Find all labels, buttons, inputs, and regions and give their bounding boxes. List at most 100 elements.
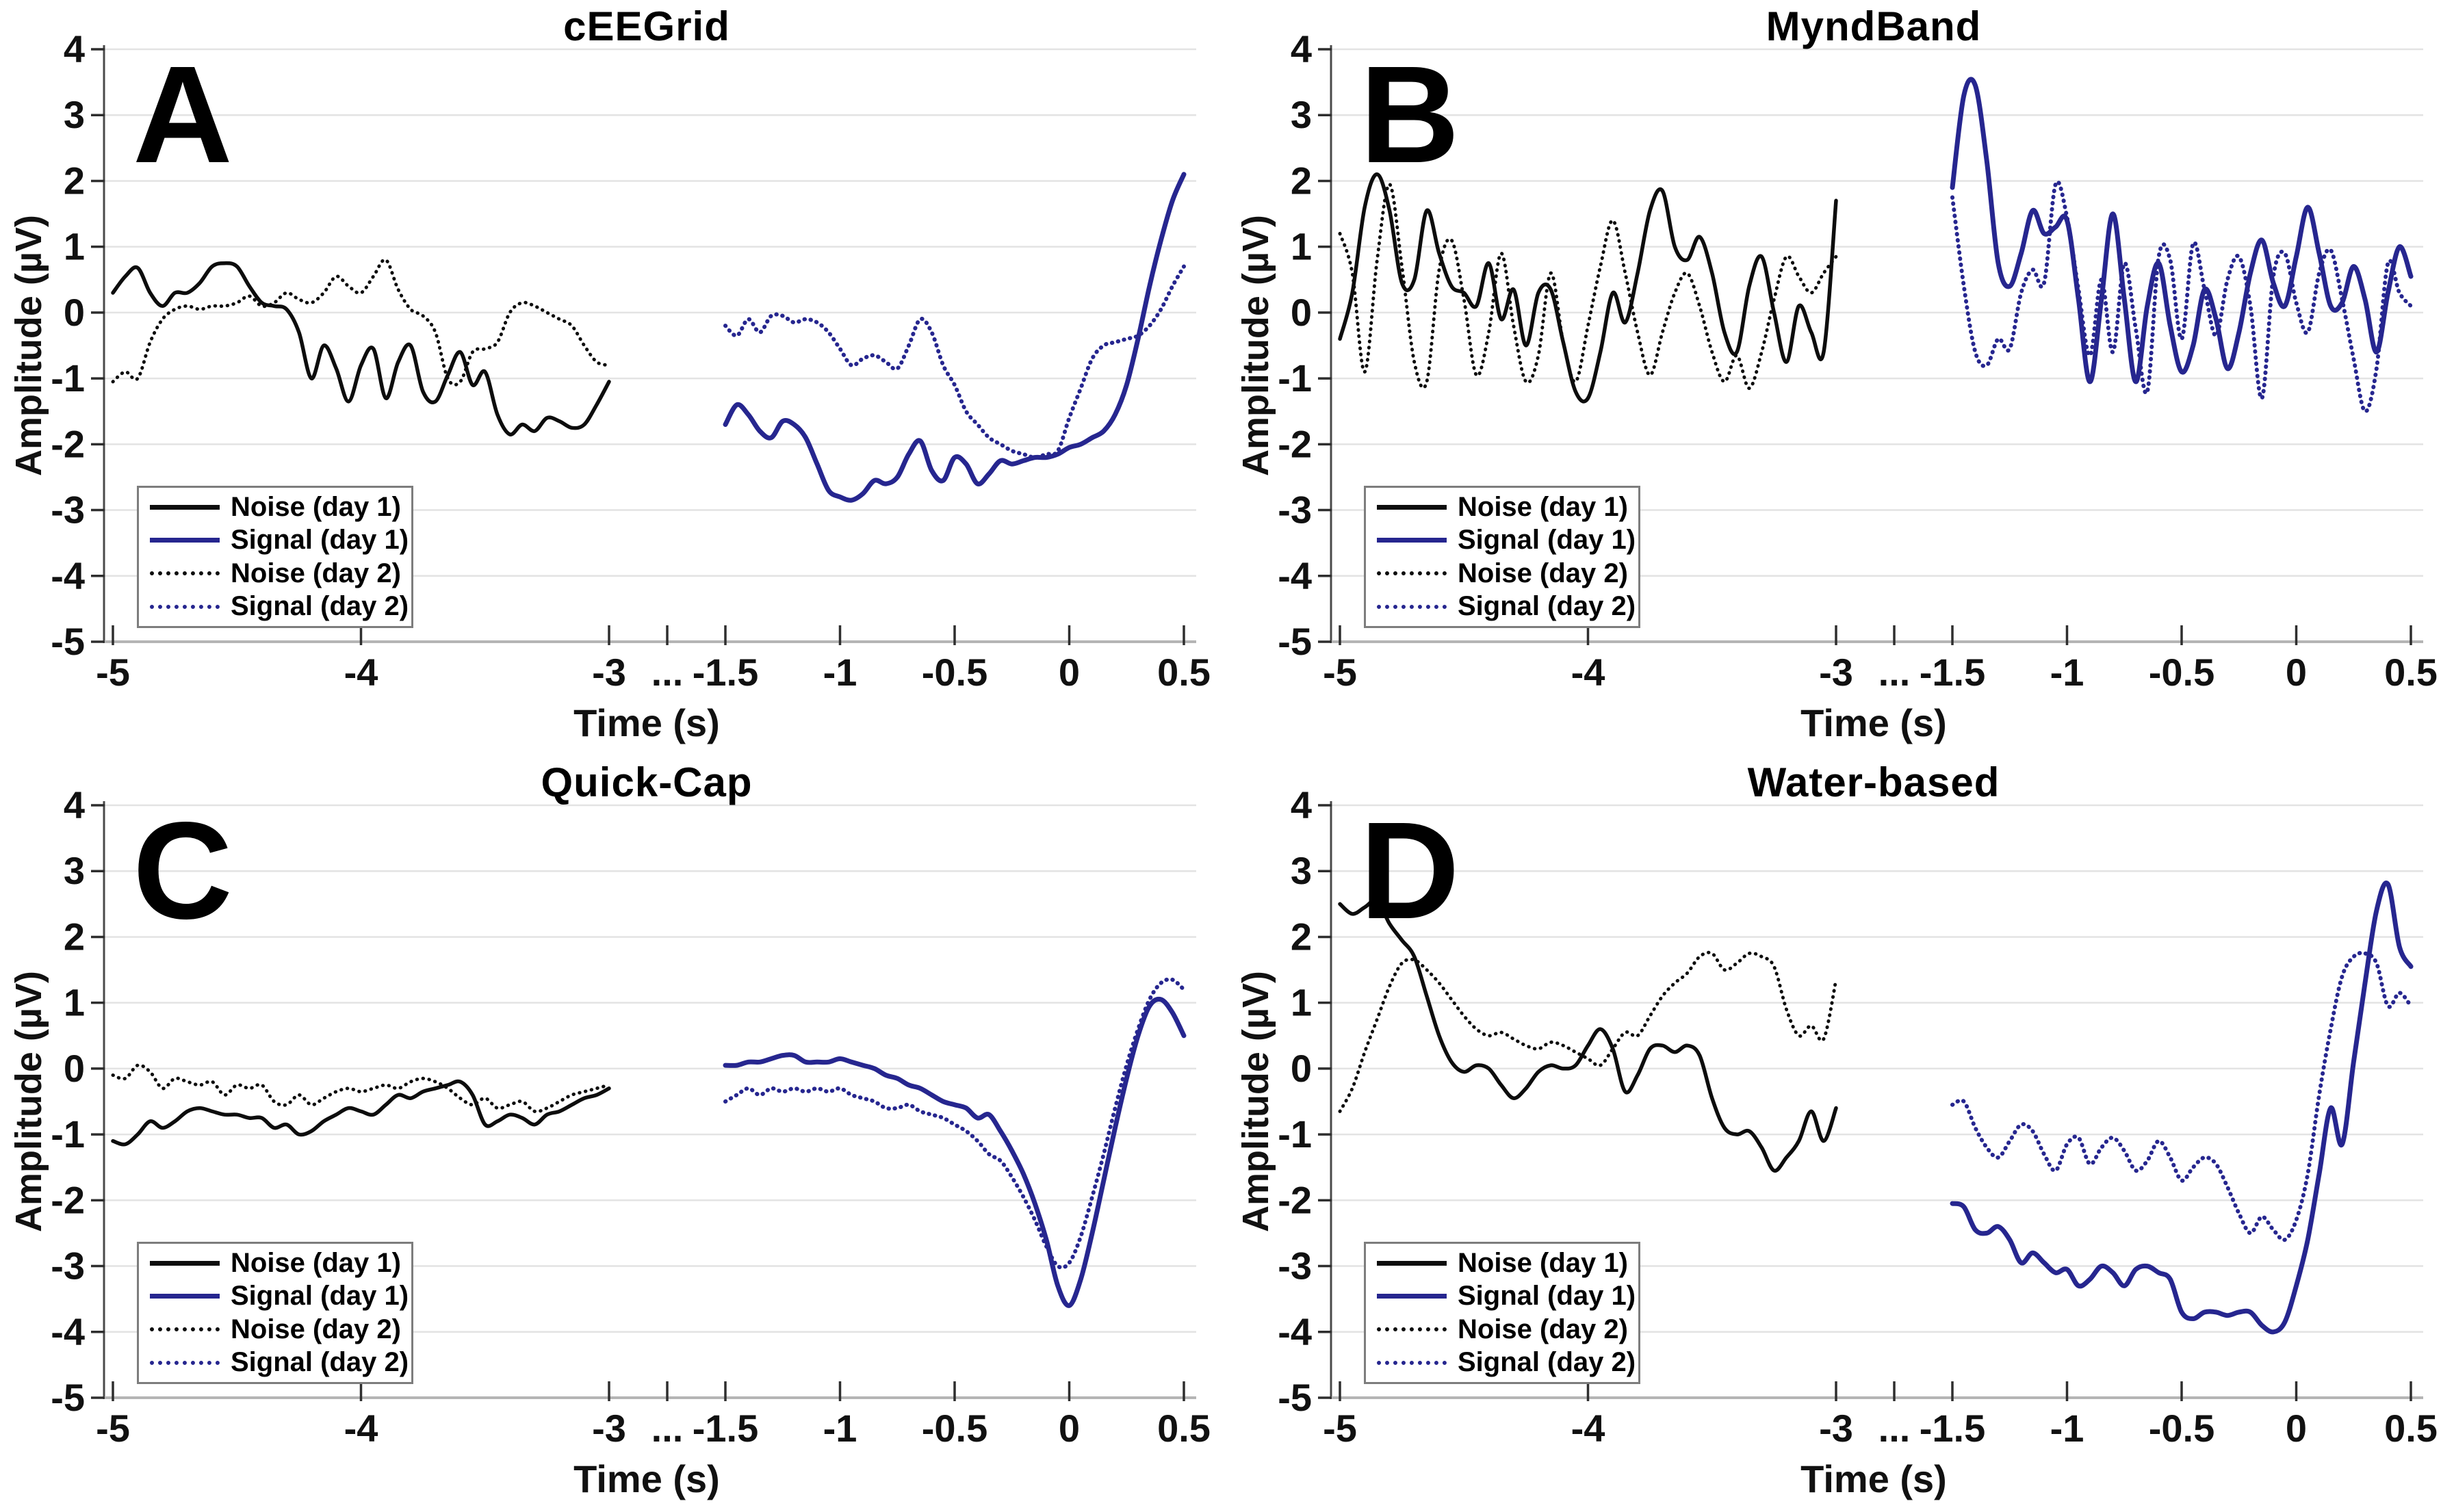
legend-item: Noise (day 2): [1366, 558, 1638, 588]
legend-label: Noise (day 1): [231, 1247, 401, 1278]
x-tick-label: -1: [823, 651, 857, 694]
x-tick-label: -4: [1571, 1407, 1605, 1450]
x-tick-label: 0.5: [1157, 651, 1211, 694]
y-tick-label: -2: [51, 422, 85, 465]
x-tick-label: -3: [592, 1407, 626, 1450]
noise-day-2--line: [111, 258, 611, 387]
legend-line-sample-blue-dotted: [1377, 1360, 1447, 1365]
legend-item: Signal (day 2): [1366, 1347, 1638, 1378]
noise-day-1--line: [111, 261, 611, 436]
x-tick-label: -0.5: [922, 1407, 988, 1450]
y-tick-label: -2: [1278, 1178, 1312, 1221]
legend-label: Noise (day 1): [1458, 491, 1628, 522]
legend-item: Signal (day 2): [139, 591, 411, 622]
y-tick-label: -1: [51, 356, 85, 400]
legend-line-sample-black-solid: [1377, 1260, 1447, 1266]
y-tick-label: 0: [64, 1047, 85, 1090]
legend-label: Signal (day 2): [231, 1347, 409, 1378]
panel-myndband-plot: 4 3 2 1 0 -1 -2 -3 -4 -5 -5 -4 -3... -1.5 -1 -0.5 0 0.5: [1278, 27, 2438, 694]
x-tick-label: -5: [1323, 651, 1357, 694]
y-tick-label: 4: [64, 27, 85, 70]
x-axis: -5 -4 -3... -1.5 -1 -0.5 0 0.5: [96, 1381, 1211, 1450]
y-axis: 4 3 2 1 0 -1 -2 -3 -4 -5: [1278, 27, 1332, 663]
x-tick-label: -0.5: [2149, 651, 2215, 694]
legend-label: Noise (day 2): [231, 1314, 401, 1344]
x-tick-label: -0.5: [922, 651, 988, 694]
x-tick-label: -4: [344, 1407, 378, 1450]
legend-line-sample-blue-solid: [150, 538, 220, 543]
y-tick-label: 1: [64, 981, 85, 1024]
legend-line-sample-blue-solid: [1377, 538, 1447, 543]
noise-day-1--line: [1338, 898, 1838, 1173]
x-tick-label: 0: [1059, 651, 1080, 694]
panel-title: Quick-Cap: [541, 759, 753, 805]
x-axis-label: Time (s): [1800, 1457, 1947, 1500]
panel-letter: C: [133, 793, 233, 948]
y-tick-label: -4: [1278, 554, 1312, 597]
legend-label: Noise (day 2): [1458, 558, 1628, 588]
y-tick-label: 0: [1291, 291, 1312, 334]
y-axis-label: Amplitude (µV): [8, 214, 49, 477]
legend-line-sample-black-solid: [1377, 504, 1447, 510]
y-tick-label: 2: [64, 159, 85, 202]
x-axis-label: Time (s): [573, 1457, 720, 1500]
y-tick-label: -1: [1278, 1112, 1312, 1156]
y-tick-label: 0: [1291, 1047, 1312, 1090]
legend-box: Noise (day 1) Signal (day 1) Noise (day 2)…: [1364, 1242, 1640, 1384]
legend-line-sample-blue-solid: [150, 1294, 220, 1299]
x-tick-label: -5: [96, 1407, 130, 1450]
panel-quickcap: 4 3 2 1 0 -1 -2 -3 -4 -5 -5 -4 -3... -1.5 -1 -0.5 0 0.5 Q…: [0, 756, 1227, 1512]
x-axis-label: Time (s): [573, 701, 720, 744]
x-tick-label: -1.5: [1920, 1407, 1986, 1450]
x-tick-label: -1: [823, 1407, 857, 1450]
noise-day-2--line: [1338, 182, 1838, 391]
y-tick-label: 1: [1291, 225, 1312, 268]
y-tick-label: -3: [1278, 488, 1312, 532]
y-tick-label: 2: [1291, 159, 1312, 202]
axis-break-ellipsis: ...: [1878, 651, 1911, 694]
y-axis: 4 3 2 1 0 -1 -2 -3 -4 -5: [51, 783, 105, 1419]
legend-label: Signal (day 1): [231, 525, 409, 556]
y-axis: 4 3 2 1 0 -1 -2 -3 -4 -5: [51, 27, 105, 663]
legend-box: Noise (day 1) Signal (day 1) Noise (day 2)…: [137, 486, 413, 628]
y-tick-label: 3: [64, 93, 85, 136]
x-tick-label: 0: [2286, 651, 2307, 694]
y-tick-label: -2: [51, 1178, 85, 1221]
legend-label: Noise (day 2): [1458, 1314, 1628, 1344]
legend-line-sample-black-solid: [150, 1260, 220, 1266]
signal-day-2--line: [723, 977, 1186, 1270]
gridlines: [104, 48, 1196, 577]
legend-line-sample-black-dotted: [1377, 571, 1447, 576]
y-tick-label: 4: [1291, 783, 1312, 826]
legend-line-sample-black-dotted: [150, 571, 220, 576]
legend-line-sample-black-dotted: [150, 1327, 220, 1332]
signal-day-2--line: [723, 264, 1186, 460]
panel-ceegrid-plot: 4 3 2 1 0 -1 -2 -3 -4 -5 -5 -4 -3... -1.5 -1 -0.5 0 0.5: [51, 27, 1211, 694]
x-tick-label: -1.5: [693, 651, 759, 694]
x-tick-label: -3: [1819, 651, 1853, 694]
signal-day-1--line: [1950, 77, 2414, 384]
x-tick-label: -3: [1819, 1407, 1853, 1450]
legend-line-sample-black-dotted: [1377, 1327, 1447, 1332]
panel-title: MyndBand: [1766, 3, 1982, 49]
x-tick-label: -0.5: [2149, 1407, 2215, 1450]
signal-day-1--line: [723, 172, 1187, 503]
x-tick-label: 0.5: [1157, 1407, 1211, 1450]
y-tick-label: 3: [1291, 849, 1312, 892]
signal-day-1--line: [1950, 881, 2414, 1335]
legend-label: Signal (day 1): [1458, 525, 1636, 556]
y-tick-label: -1: [51, 1112, 85, 1156]
legend-label: Noise (day 1): [231, 491, 401, 522]
y-tick-label: -3: [51, 1244, 85, 1288]
y-tick-label: -4: [1278, 1310, 1312, 1353]
noise-day-1--line: [111, 1079, 611, 1147]
legend-item: Noise (day 1): [139, 1248, 411, 1278]
x-tick-label: -5: [1323, 1407, 1357, 1450]
y-axis-label: Amplitude (µV): [1235, 970, 1276, 1233]
y-tick-label: 2: [1291, 915, 1312, 958]
y-tick-label: -5: [1278, 1376, 1312, 1419]
legend-label: Signal (day 1): [231, 1281, 409, 1312]
x-tick-label: -1: [2050, 1407, 2084, 1450]
legend-item: Signal (day 1): [139, 525, 411, 556]
